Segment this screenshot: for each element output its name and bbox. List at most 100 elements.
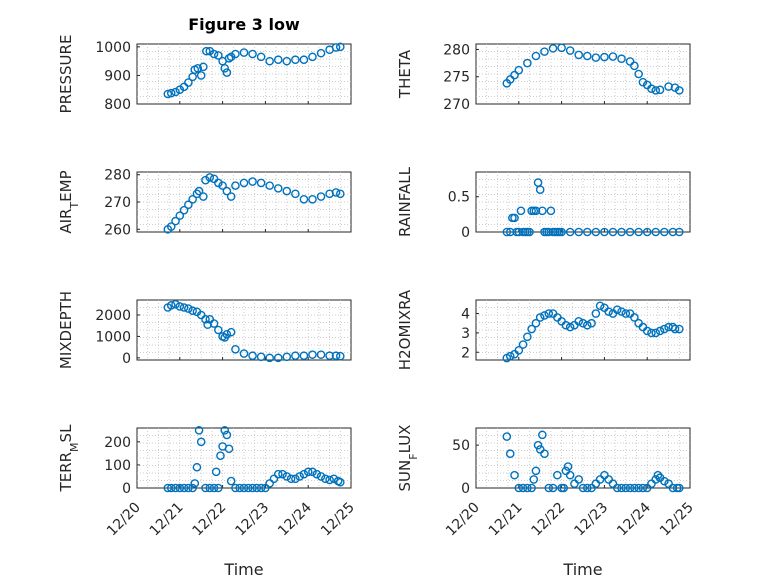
data-point	[617, 307, 626, 316]
data-point	[209, 49, 219, 59]
data-point	[192, 462, 202, 472]
data-point	[546, 206, 556, 216]
data-point	[303, 467, 313, 477]
data-point	[544, 227, 554, 237]
data-point	[642, 483, 652, 493]
data-point	[222, 430, 232, 440]
data-point	[188, 306, 197, 316]
y-tick-label: 1000	[95, 40, 131, 56]
series-markers	[502, 430, 684, 493]
data-point	[329, 474, 339, 484]
data-point	[179, 303, 189, 312]
y-tick-label: 50	[452, 438, 470, 454]
data-point	[179, 205, 189, 215]
data-point	[265, 353, 274, 363]
y-tick-label: 260	[104, 222, 131, 238]
data-point	[171, 87, 180, 97]
data-point	[505, 75, 515, 84]
data-point	[625, 483, 635, 493]
data-point	[216, 451, 225, 460]
data-point	[514, 65, 524, 75]
data-point	[166, 301, 176, 310]
data-point	[220, 63, 230, 73]
data-point	[582, 51, 592, 61]
data-point	[273, 469, 283, 479]
x-tick-label: 12/21	[486, 500, 526, 540]
data-point	[625, 57, 635, 66]
data-point	[226, 192, 236, 201]
x-tick-label: 12/25	[657, 500, 697, 540]
data-point	[608, 52, 618, 61]
data-point	[179, 483, 189, 493]
data-point	[214, 51, 223, 60]
data-point	[184, 200, 193, 210]
data-point	[235, 483, 245, 493]
data-point	[273, 55, 283, 65]
data-point	[171, 299, 180, 309]
data-point	[670, 324, 680, 334]
x-tick-label: 12/20	[104, 500, 144, 540]
subplot-6: 2 3 4 H2OMIXRA	[396, 289, 691, 370]
data-point	[278, 469, 287, 479]
data-point	[199, 62, 208, 72]
y-tick-label: 270	[104, 195, 131, 211]
data-point	[261, 483, 270, 493]
data-point	[199, 192, 208, 201]
data-point	[675, 483, 684, 493]
data-point	[231, 344, 240, 354]
data-point	[595, 475, 605, 484]
x-tick-label: 12/22	[190, 500, 230, 540]
data-point	[638, 77, 648, 87]
data-point	[634, 483, 643, 493]
data-point	[525, 227, 534, 237]
data-point	[651, 328, 661, 338]
data-point	[184, 304, 193, 313]
data-point	[282, 56, 292, 66]
data-point	[582, 483, 592, 493]
data-point	[531, 318, 541, 328]
data-point	[523, 483, 532, 493]
data-point	[243, 483, 253, 493]
data-point	[660, 324, 669, 334]
series-markers	[502, 301, 684, 363]
data-point	[538, 430, 547, 440]
data-point	[335, 189, 345, 199]
data-point	[565, 470, 575, 480]
data-point	[647, 328, 656, 338]
y-tick-label: 0	[461, 225, 470, 241]
data-point	[226, 327, 236, 337]
data-point	[514, 346, 524, 355]
data-point	[634, 69, 643, 79]
data-point	[518, 340, 528, 349]
data-point	[516, 206, 526, 216]
data-point	[544, 483, 554, 493]
data-point	[265, 56, 274, 66]
data-point	[321, 474, 330, 484]
subplot-7: 0 100 200 12/20 12/21 12/22 12/23 12/24 12/25 Tim…	[57, 424, 358, 579]
data-point	[600, 52, 609, 62]
data-point	[214, 483, 223, 493]
subplot-4: 0 0.5 RAINFALL	[396, 166, 691, 241]
series-markers	[163, 173, 345, 234]
x-axis-label: Time	[562, 560, 602, 579]
data-point	[299, 351, 309, 361]
data-point	[295, 472, 304, 481]
y-axis-label: AIRTEMP	[57, 170, 81, 233]
data-point	[335, 42, 345, 52]
data-point	[630, 61, 639, 71]
data-point	[540, 311, 549, 320]
data-point	[214, 325, 223, 335]
data-point	[655, 326, 665, 336]
data-point	[194, 426, 204, 435]
data-point	[256, 52, 266, 62]
grid	[476, 172, 690, 232]
data-point	[510, 70, 519, 80]
y-tick-label: 0	[122, 351, 131, 367]
series-markers	[163, 426, 345, 493]
data-point	[291, 474, 300, 484]
data-point	[505, 227, 515, 237]
data-point	[190, 479, 200, 488]
data-point	[256, 178, 266, 188]
data-point	[612, 483, 622, 493]
data-point	[193, 63, 203, 73]
